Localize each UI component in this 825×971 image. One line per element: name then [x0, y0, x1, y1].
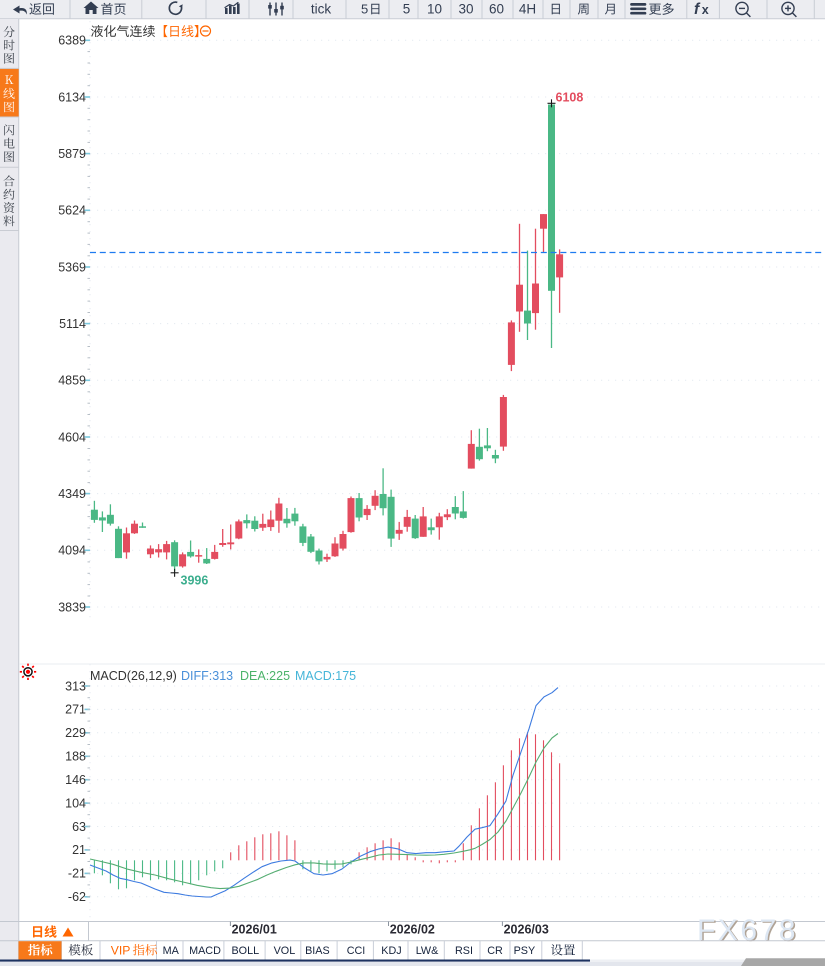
svg-text:-21: -21	[68, 867, 86, 881]
svg-text:6389: 6389	[58, 34, 86, 48]
svg-text:RSI: RSI	[455, 945, 473, 957]
svg-text:MACD: MACD	[189, 945, 221, 957]
svg-text:BIAS: BIAS	[305, 945, 330, 957]
svg-text:MACD:175: MACD:175	[295, 669, 356, 683]
svg-text:4604: 4604	[58, 430, 86, 444]
svg-text:5114: 5114	[59, 317, 86, 331]
svg-text:2026/02: 2026/02	[390, 923, 435, 937]
svg-text:271: 271	[65, 703, 86, 717]
svg-text:-62: -62	[68, 890, 86, 904]
svg-text:30: 30	[458, 2, 473, 17]
svg-text:f: f	[694, 1, 701, 18]
svg-text:60: 60	[489, 2, 504, 17]
svg-text:KDJ: KDJ	[381, 945, 401, 957]
svg-text:5: 5	[361, 2, 368, 17]
svg-text:MACD(26,12,9): MACD(26,12,9)	[90, 669, 177, 683]
svg-text:5: 5	[403, 2, 411, 17]
svg-text:BOLL: BOLL	[231, 945, 259, 957]
svg-text:DEA:225: DEA:225	[240, 669, 290, 683]
svg-text:FX678: FX678	[699, 915, 800, 948]
svg-text:FX678: FX678	[697, 914, 798, 947]
svg-text:5369: 5369	[58, 260, 86, 274]
svg-text:313: 313	[65, 679, 86, 693]
svg-text:5624: 5624	[58, 204, 86, 218]
svg-text:x: x	[702, 3, 709, 17]
svg-text:104: 104	[65, 796, 86, 810]
svg-text:tick: tick	[311, 2, 332, 17]
svg-text:4859: 4859	[58, 374, 86, 388]
svg-text:LW&: LW&	[416, 945, 439, 957]
svg-text:146: 146	[65, 773, 86, 787]
svg-text:21: 21	[72, 843, 86, 857]
svg-text:PSY: PSY	[514, 945, 536, 957]
svg-text:2026/01: 2026/01	[232, 923, 277, 937]
svg-text:4H: 4H	[519, 2, 536, 17]
svg-text:3839: 3839	[58, 600, 86, 614]
svg-text:10: 10	[427, 2, 442, 17]
svg-text:DIFF:313: DIFF:313	[181, 669, 233, 683]
svg-text:229: 229	[65, 726, 86, 740]
svg-text:MA: MA	[163, 945, 180, 957]
svg-text:6134: 6134	[58, 90, 86, 104]
svg-text:2026/03: 2026/03	[504, 923, 549, 937]
svg-text:CCI: CCI	[347, 945, 366, 957]
svg-text:4349: 4349	[58, 487, 86, 501]
svg-text:5879: 5879	[58, 147, 86, 161]
svg-text:188: 188	[65, 750, 86, 764]
svg-text:CR: CR	[487, 945, 503, 957]
svg-text:63: 63	[72, 820, 86, 834]
svg-text:3996: 3996	[181, 574, 209, 588]
svg-text:6108: 6108	[556, 91, 584, 105]
svg-text:VOL: VOL	[274, 945, 296, 957]
svg-text:VIP: VIP	[111, 944, 131, 958]
svg-text:4094: 4094	[58, 544, 86, 558]
